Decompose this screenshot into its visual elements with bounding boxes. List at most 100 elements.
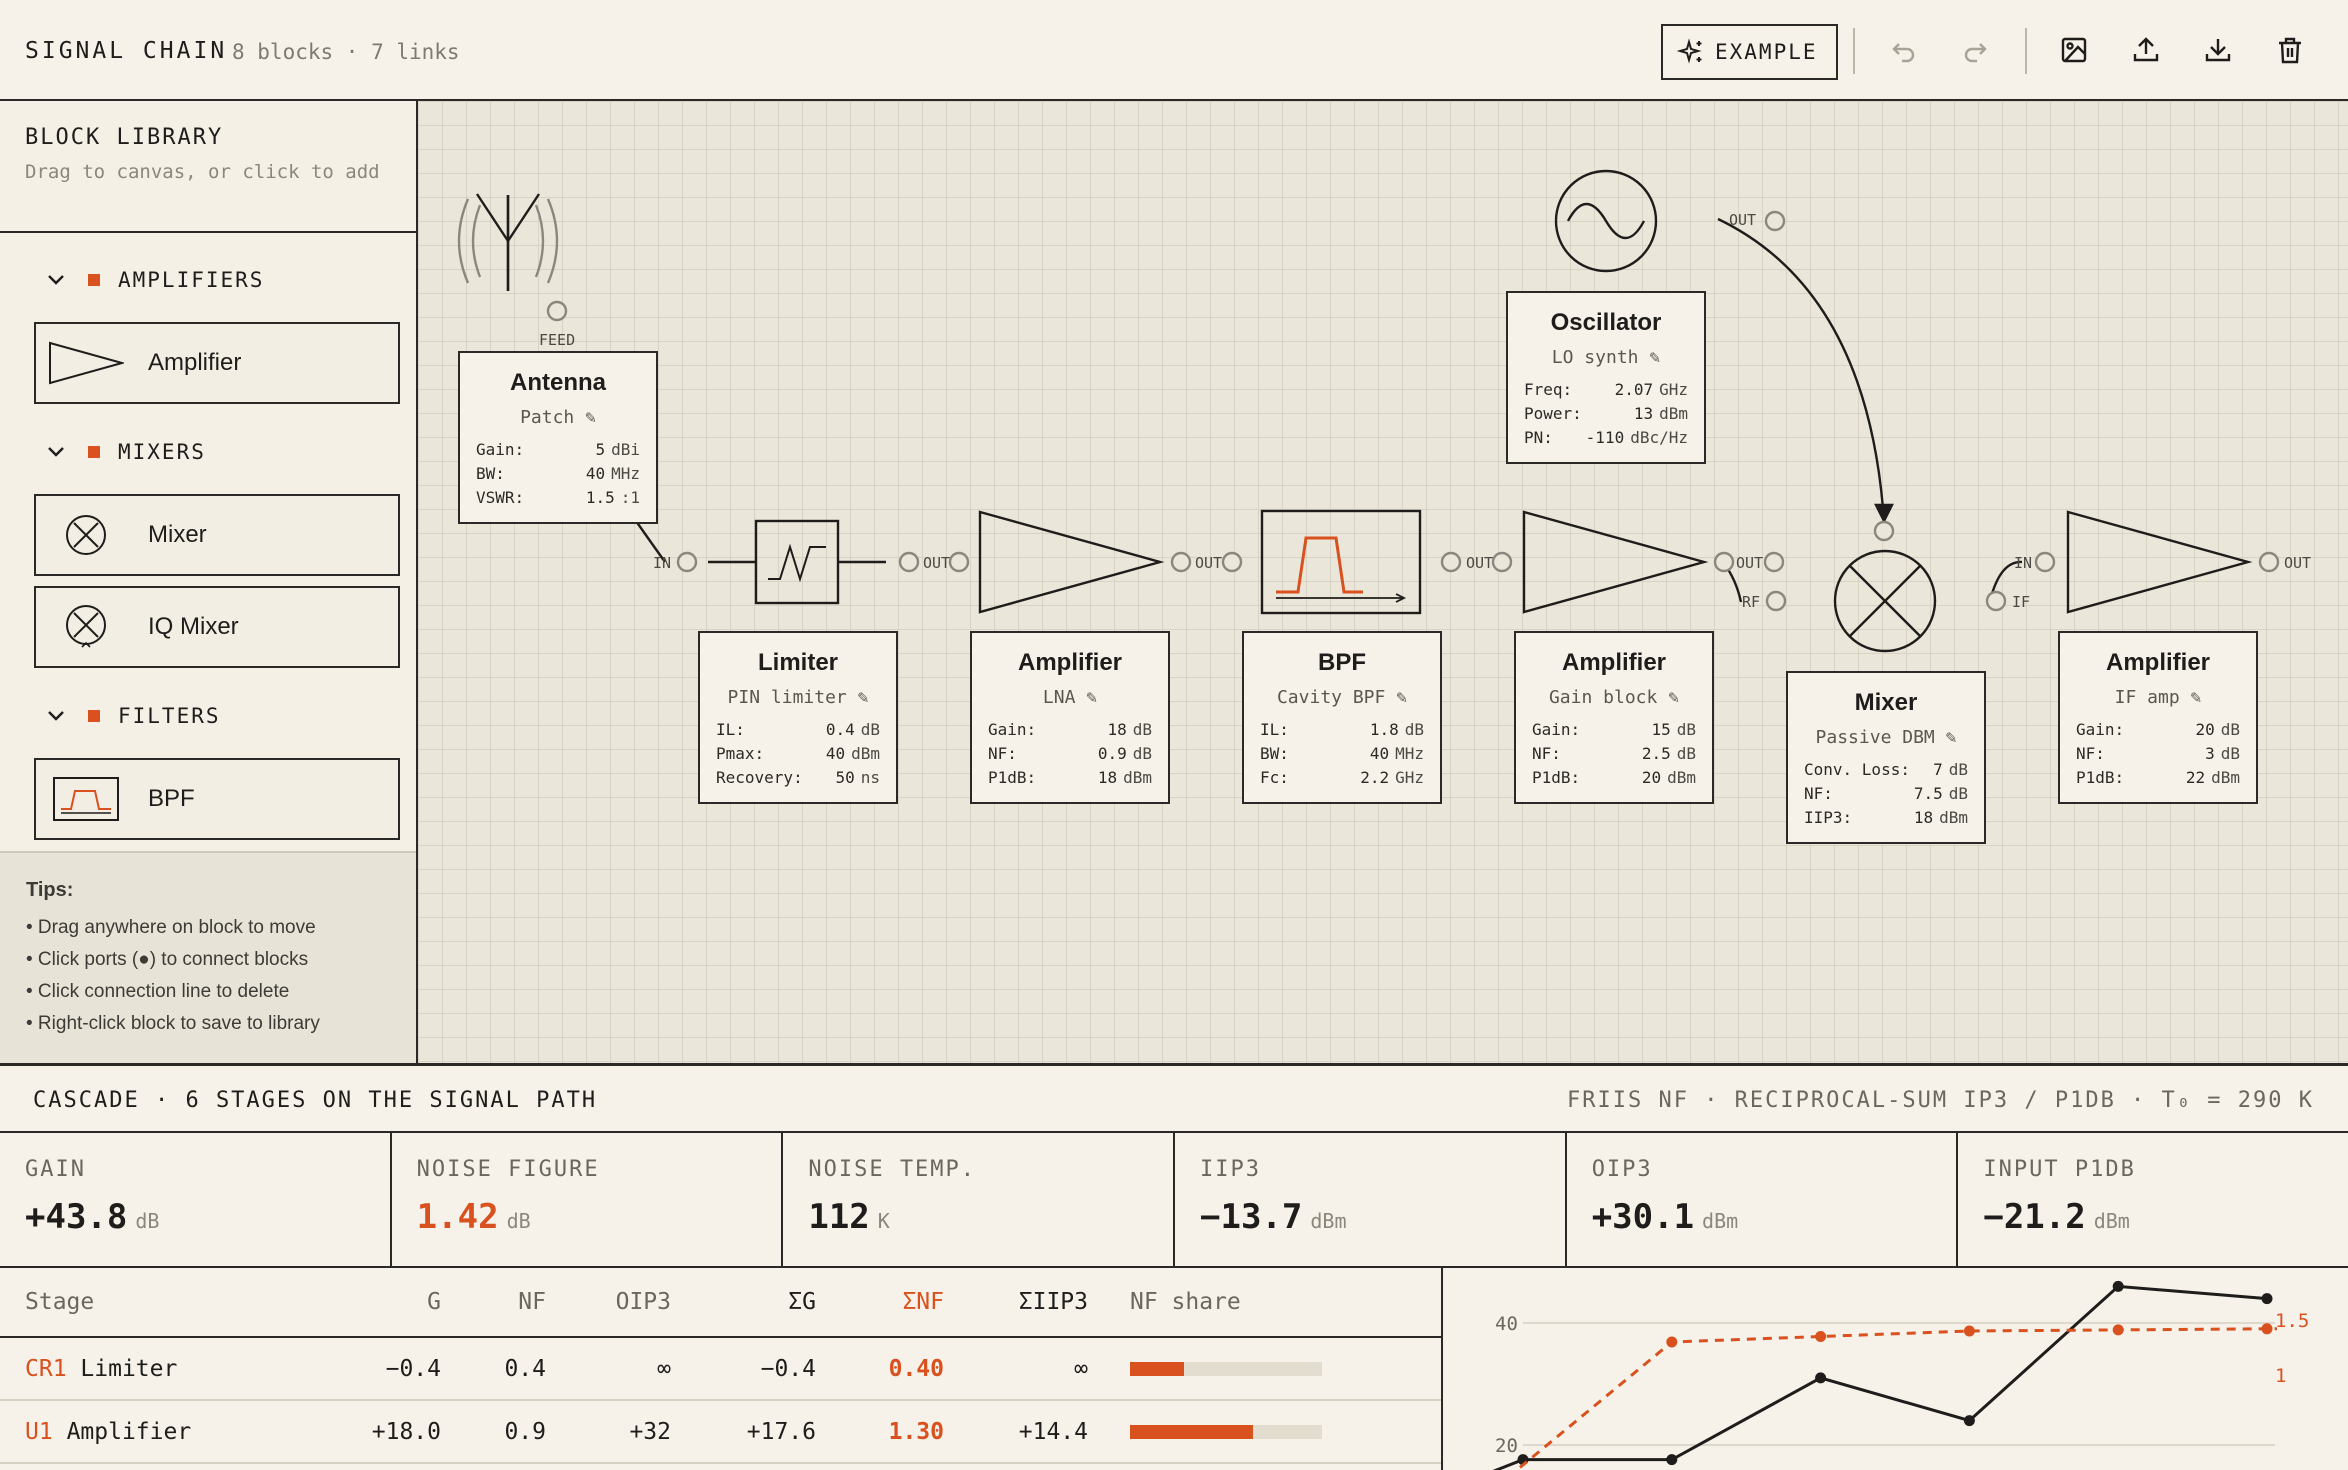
block-variant[interactable]: LO synth ✎: [1551, 347, 1661, 368]
y-right-tick-label: 1.5: [2275, 1310, 2309, 1332]
svg-text:IN: IN: [653, 554, 671, 572]
block-limiter[interactable]: Limiter PIN limiter ✎ IL: 0.4 dB Pmax: 40 dB…: [698, 631, 898, 804]
block-params: Gain: 15 dB NF: 2.5 dB P1dB: 20 dBm: [1532, 720, 1696, 787]
nf-series-line: [1514, 1327, 2277, 1470]
iq-mixer-icon: [46, 603, 126, 651]
sparkle-icon: [1677, 38, 1702, 64]
library-item-label: IQ Mixer: [148, 613, 239, 640]
block-oscillator[interactable]: Oscillator LO synth ✎ Freq: 2.07 GHz Power…: [1506, 291, 1706, 464]
pencil-icon[interactable]: ✎: [1396, 687, 1408, 708]
library-item-iq-mixer[interactable]: IQ Mixer: [34, 586, 400, 668]
upload-icon[interactable]: [2126, 30, 2166, 70]
chevron-down-icon: [48, 275, 64, 285]
block-bpf[interactable]: BPF Cavity BPF ✎ IL: 1.8 dB BW: 40 MHz Fc: 2.…: [1242, 631, 1442, 804]
block-name: BPF: [1318, 649, 1366, 676]
gain-series-line: [1492, 1284, 2268, 1470]
nf-series-point: [2112, 1324, 2124, 1336]
undo-icon[interactable]: [1884, 30, 1924, 70]
gain-series-point: [1815, 1372, 1827, 1384]
image-export-icon[interactable]: [2054, 30, 2094, 70]
nf-series-point: [1666, 1336, 1678, 1348]
pencil-icon[interactable]: ✎: [1649, 347, 1661, 368]
block-antenna[interactable]: Antenna Patch ✎ Gain: 5 dBi BW: 40 MHz VSWR:…: [458, 351, 658, 524]
y-left-tick-label: 40: [1495, 1313, 1518, 1335]
port[interactable]: [546, 300, 568, 322]
amplifier-icon: [46, 341, 126, 385]
pencil-icon[interactable]: ✎: [857, 687, 869, 708]
cascade-chart-svg: 40 20 1.5 1: [1492, 1280, 2309, 1470]
svg-text:OUT: OUT: [923, 554, 950, 572]
block-variant[interactable]: IF amp ✎: [2114, 687, 2202, 708]
block-link-count: 8 blocks · 7 links: [232, 40, 460, 64]
antenna-symbol: [475, 193, 541, 291]
cascade-header: CASCADE · 6 STAGES ON THE SIGNAL PATH FR…: [0, 1063, 2348, 1133]
toolbar-divider: [1853, 28, 1855, 74]
block-gain-block[interactable]: Amplifier Gain block ✎ Gain: 15 dB NF: 2.5 d…: [1514, 631, 1714, 804]
category-amplifiers[interactable]: AMPLIFIERS: [46, 265, 264, 295]
pencil-icon[interactable]: ✎: [1945, 727, 1957, 748]
block-if-amp[interactable]: Amplifier IF amp ✎ Gain: 20 dB NF: 3 dB P1dB…: [2058, 631, 2258, 804]
block-name: Amplifier: [2105, 649, 2210, 676]
chevron-down-icon: [48, 711, 64, 721]
category-label: AMPLIFIERS: [118, 268, 265, 292]
library-title: BLOCK LIBRARY: [25, 125, 224, 150]
cascade-chart: 40 20 1.5 1: [1445, 1268, 2348, 1470]
pencil-icon[interactable]: ✎: [2190, 687, 2202, 708]
metric-oip3: OIP3 +30.1 dBm: [1567, 1133, 1959, 1266]
category-label: FILTERS: [118, 704, 221, 728]
pencil-icon[interactable]: ✎: [1668, 687, 1680, 708]
metric-input-p1db: INPUT P1DB −21.2 dBm: [1983, 1157, 2136, 1237]
nf-share-bar: [1130, 1361, 1322, 1376]
example-button[interactable]: EXAMPLE: [1661, 24, 1838, 80]
library-subtitle: Drag to canvas, or click to add: [25, 161, 380, 183]
table-row[interactable]: U1 Amplifier +18.0 0.9 +32 +17.6 1.30 +1…: [0, 1401, 1441, 1464]
table-row[interactable]: CR1 Limiter −0.4 0.4 ∞ −0.4 0.40 ∞: [0, 1338, 1441, 1401]
wiring-layer: FEED IN OUT OUT OUT OUT OUT RF IN IF OUT: [457, 169, 2311, 653]
category-filters[interactable]: FILTERS: [46, 701, 221, 731]
app-title: SIGNAL CHAIN: [25, 38, 228, 64]
library-item-amplifier[interactable]: Amplifier: [34, 322, 400, 404]
block-variant[interactable]: Passive DBM ✎: [1815, 727, 1957, 748]
svg-text:OUT: OUT: [1736, 554, 1763, 572]
nf-share-bar: [1130, 1424, 1322, 1439]
block-variant[interactable]: Patch ✎: [520, 407, 596, 428]
block-name: Mixer: [1854, 689, 1918, 716]
category-mixers[interactable]: MIXERS: [46, 437, 206, 467]
schematic-canvas[interactable]: FEED IN OUT OUT OUT OUT OUT RF IN IF OUT…: [418, 101, 2348, 1063]
redo-icon[interactable]: [1955, 30, 1995, 70]
block-variant[interactable]: Cavity BPF ✎: [1276, 687, 1408, 708]
tip: • Click connection line to delete: [26, 981, 290, 1002]
table-header: Stage G NF OIP3 ΣG ΣNF ΣIIP3 NF share: [0, 1268, 1441, 1338]
block-mixer[interactable]: Mixer Passive DBM ✎ Conv. Loss: 7 dB NF: 7.…: [1786, 671, 1986, 844]
library-header: BLOCK LIBRARY Drag to canvas, or click t…: [0, 101, 416, 233]
gain-series-point: [2261, 1293, 2273, 1305]
block-variant[interactable]: Gain block ✎: [1548, 687, 1680, 708]
library-item-label: BPF: [148, 785, 195, 812]
metric-noise-temp: NOISE TEMP. 112 K: [783, 1133, 1176, 1266]
block-params: Gain: 20 dB NF: 3 dB P1dB: 22 dBm: [2076, 720, 2240, 787]
tip: • Right-click block to save to library: [26, 1013, 320, 1034]
block-variant[interactable]: PIN limiter ✎: [727, 687, 869, 708]
trash-icon[interactable]: [2270, 30, 2310, 70]
pencil-icon[interactable]: ✎: [1086, 687, 1098, 708]
download-icon[interactable]: [2198, 30, 2238, 70]
pencil-icon[interactable]: ✎: [585, 407, 596, 428]
block-library-panel: BLOCK LIBRARY Drag to canvas, or click t…: [0, 101, 418, 1063]
svg-text:OUT: OUT: [1729, 211, 1756, 229]
library-item-mixer[interactable]: Mixer: [34, 494, 400, 576]
gain-series-point: [2112, 1280, 2124, 1292]
block-variant[interactable]: LNA ✎: [1042, 687, 1098, 708]
nf-series-point: [1815, 1331, 1827, 1342]
top-bar: SIGNAL CHAIN 8 blocks · 7 links EXAMPLE: [0, 0, 2348, 101]
block-lna[interactable]: Amplifier LNA ✎ Gain: 18 dB NF: 0.9 dB P1dB:…: [970, 631, 1170, 804]
svg-text:IN: IN: [2014, 554, 2032, 572]
category-marker: [88, 710, 100, 722]
library-item-bpf[interactable]: BPF: [34, 758, 400, 840]
tips-panel: Tips: • Drag anywhere on block to move •…: [0, 851, 416, 1063]
svg-text:OUT: OUT: [1195, 554, 1222, 572]
block-params: Gain: 18 dB NF: 0.9 dB P1dB: 18 dBm: [988, 720, 1152, 787]
block-params: IL: 1.8 dB BW: 40 MHz Fc: 2.2 GHz: [1260, 720, 1424, 787]
nf-series-point: [2261, 1323, 2273, 1335]
metric-iip3: IIP3 −13.7 dBm: [1175, 1133, 1567, 1266]
category-label: MIXERS: [118, 440, 206, 464]
